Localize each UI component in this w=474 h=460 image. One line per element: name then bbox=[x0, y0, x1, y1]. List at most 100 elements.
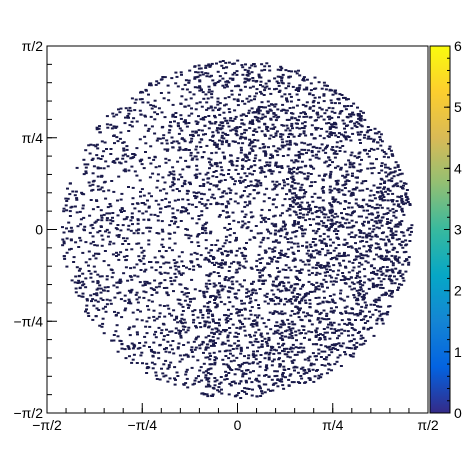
scatter-point bbox=[69, 206, 73, 209]
scatter-point bbox=[197, 233, 201, 235]
scatter-point bbox=[141, 284, 145, 287]
scatter-point bbox=[222, 67, 225, 70]
scatter-point bbox=[271, 389, 275, 392]
scatter-point bbox=[355, 275, 359, 277]
scatter-point bbox=[248, 151, 252, 154]
scatter-point bbox=[244, 115, 248, 117]
scatter-point bbox=[244, 153, 248, 156]
scatter-point bbox=[276, 154, 280, 157]
scatter-point bbox=[115, 136, 119, 139]
scatter-point bbox=[314, 249, 318, 252]
scatter-point bbox=[314, 206, 318, 208]
scatter-point bbox=[383, 186, 386, 189]
scatter-point bbox=[242, 325, 246, 328]
scatter-point bbox=[377, 214, 380, 217]
scatter-point bbox=[148, 346, 151, 348]
scatter-point bbox=[322, 278, 326, 281]
scatter-point bbox=[234, 254, 238, 257]
scatter-point bbox=[126, 228, 130, 231]
scatter-point bbox=[128, 124, 132, 127]
scatter-point bbox=[256, 362, 260, 365]
scatter-point bbox=[185, 125, 189, 128]
scatter-point bbox=[320, 248, 324, 251]
scatter-point bbox=[325, 268, 329, 271]
scatter-point bbox=[164, 250, 168, 252]
scatter-point bbox=[197, 191, 201, 194]
scatter-point bbox=[180, 251, 184, 254]
scatter-point bbox=[341, 272, 345, 274]
scatter-point bbox=[349, 236, 353, 238]
scatter-point bbox=[185, 287, 189, 290]
scatter-point bbox=[359, 309, 363, 312]
scatter-point bbox=[136, 301, 140, 304]
scatter-point bbox=[250, 141, 254, 144]
scatter-point bbox=[65, 251, 69, 254]
scatter-point bbox=[280, 212, 284, 215]
scatter-point bbox=[122, 141, 126, 144]
scatter-point bbox=[65, 237, 69, 240]
scatter-point bbox=[62, 240, 66, 243]
colorbar-tick-label: 0 bbox=[454, 405, 462, 421]
scatter-point bbox=[252, 130, 256, 132]
scatter-point bbox=[279, 227, 283, 230]
scatter-point bbox=[208, 120, 212, 123]
scatter-point bbox=[191, 135, 195, 137]
scatter-point bbox=[253, 289, 257, 292]
scatter-point bbox=[182, 318, 186, 321]
scatter-point bbox=[153, 155, 157, 158]
scatter-point bbox=[217, 322, 221, 325]
scatter-point bbox=[218, 263, 222, 266]
scatter-point bbox=[382, 293, 386, 296]
scatter-point bbox=[179, 114, 183, 117]
scatter-point bbox=[123, 168, 127, 171]
scatter-point bbox=[187, 149, 191, 151]
scatter-point bbox=[281, 146, 285, 149]
scatter-point bbox=[143, 203, 147, 206]
scatter-point bbox=[257, 112, 261, 115]
scatter-point bbox=[324, 274, 328, 277]
scatter-point bbox=[341, 275, 345, 278]
scatter-point bbox=[286, 351, 290, 354]
scatter-point bbox=[102, 167, 106, 170]
scatter-point bbox=[74, 291, 78, 294]
scatter-point bbox=[299, 152, 303, 155]
scatter-point bbox=[74, 275, 78, 278]
scatter-point bbox=[126, 155, 130, 158]
scatter-point bbox=[200, 210, 204, 213]
scatter-point bbox=[280, 319, 284, 322]
scatter-point bbox=[273, 183, 277, 186]
scatter-point bbox=[163, 76, 167, 79]
scatter-point bbox=[304, 294, 308, 297]
scatter-point bbox=[300, 160, 304, 163]
scatter-point bbox=[212, 333, 216, 335]
scatter-point bbox=[322, 137, 326, 140]
scatter-point bbox=[290, 112, 293, 115]
scatter-point bbox=[267, 274, 271, 276]
scatter-point bbox=[323, 350, 327, 353]
scatter-point bbox=[147, 205, 151, 208]
scatter-point bbox=[369, 250, 373, 253]
scatter-point bbox=[240, 226, 244, 229]
scatter-point bbox=[279, 252, 283, 255]
scatter-point bbox=[227, 296, 231, 299]
scatter-point bbox=[345, 226, 349, 229]
scatter-point bbox=[136, 347, 140, 350]
scatter-point bbox=[311, 284, 315, 286]
scatter-point bbox=[249, 229, 253, 232]
scatter-point bbox=[227, 270, 231, 272]
scatter-point bbox=[377, 246, 381, 249]
scatter-point bbox=[120, 211, 123, 213]
scatter-point bbox=[197, 129, 201, 132]
scatter-point bbox=[287, 299, 291, 302]
scatter-point bbox=[341, 254, 345, 257]
scatter-point bbox=[238, 264, 242, 267]
scatter-point bbox=[261, 238, 265, 241]
scatter-point bbox=[267, 169, 271, 172]
scatter-point bbox=[103, 141, 107, 144]
scatter-point bbox=[331, 347, 335, 349]
scatter-point bbox=[361, 310, 365, 313]
scatter-point bbox=[234, 129, 238, 132]
scatter-point bbox=[254, 331, 258, 334]
scatter-point bbox=[179, 117, 183, 120]
scatter-point bbox=[367, 278, 371, 281]
